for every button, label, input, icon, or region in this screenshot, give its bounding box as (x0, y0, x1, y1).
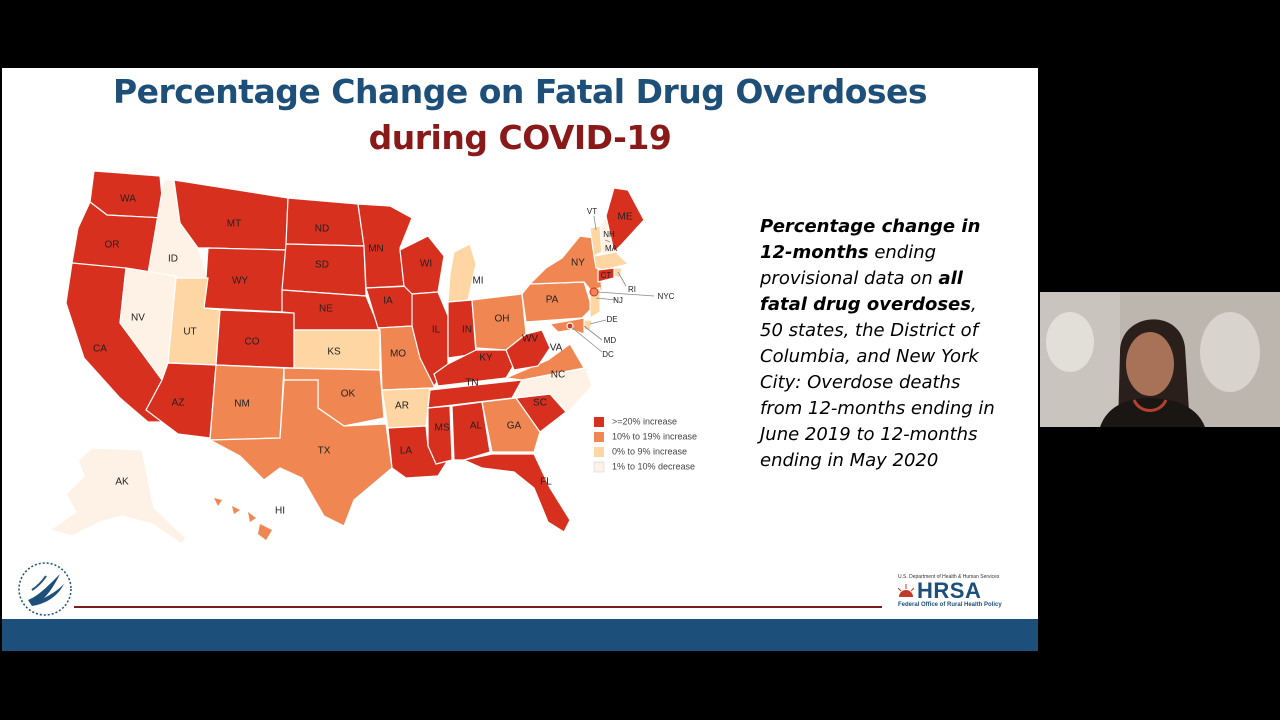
label-MS: MS (435, 423, 450, 434)
hrsa-office: Federal Office of Rural Health Policy (898, 602, 1002, 608)
label-GA: GA (507, 421, 522, 432)
footer-rule (74, 606, 882, 608)
presenter-webcam (1040, 292, 1280, 427)
legend-label-1: >=20% increase (612, 416, 677, 426)
label-MN: MN (368, 244, 384, 255)
hrsa-dept: U.S. Department of Health & Human Servic… (898, 574, 1000, 580)
label-RI: RI (628, 285, 636, 294)
slide-subtitle: during COVID-19 (368, 118, 672, 157)
label-MO: MO (390, 349, 406, 360)
legend-swatch-2 (594, 432, 604, 442)
label-AL: AL (470, 421, 483, 432)
label-KS: KS (327, 347, 341, 358)
state-HI (214, 498, 272, 540)
label-NV: NV (131, 313, 145, 324)
slide: Percentage Change on Fatal Drug Overdose… (2, 68, 1038, 651)
label-ND: ND (315, 224, 329, 235)
state-NYC (589, 287, 599, 297)
label-AR: AR (395, 401, 409, 412)
label-KY: KY (479, 353, 493, 364)
label-NY: NY (571, 258, 585, 269)
label-IN: IN (462, 325, 472, 336)
desc-bold-2: all fatal drug overdoses (760, 268, 971, 315)
state-MS (427, 405, 453, 465)
label-OH: OH (495, 314, 510, 325)
hrsa-logo: U.S. Department of Health & Human Servic… (898, 574, 1008, 608)
label-VA: VA (550, 343, 563, 354)
label-LA: LA (400, 446, 413, 457)
label-IL: IL (432, 325, 441, 336)
label-WV: WV (522, 334, 538, 345)
state-MA (593, 251, 630, 271)
legend-label-3: 0% to 9% increase (612, 446, 687, 456)
state-DE (583, 319, 593, 331)
label-NC: NC (551, 370, 565, 381)
desc-text-2: , 50 states, the District of Columbia, a… (760, 294, 995, 471)
state-LA (387, 425, 449, 479)
legend-swatch-3 (594, 447, 604, 457)
hrsa-sun-icon (898, 584, 914, 597)
label-DE: DE (606, 315, 617, 324)
label-NH: NH (603, 230, 615, 239)
label-TX: TX (318, 446, 331, 457)
state-ND (285, 197, 365, 247)
label-ME: ME (618, 212, 633, 223)
state-AL (451, 401, 491, 461)
label-SD: SD (315, 260, 329, 271)
us-choropleth-map: WA OR CA ID NV MT WY UT AZ CO NM ND SD N… (48, 170, 697, 545)
label-PA: PA (546, 295, 559, 306)
legend-swatch-4 (593, 461, 605, 473)
label-CT: CT (601, 271, 612, 280)
state-VA (503, 343, 585, 381)
label-OK: OK (341, 389, 356, 400)
label-NYC: NYC (658, 292, 675, 301)
label-WY: WY (232, 276, 248, 287)
hrsa-name: HRSA (917, 578, 982, 603)
label-AK: AK (115, 477, 129, 488)
map-legend: >=20% increase 10% to 19% increase 0% to… (593, 416, 697, 473)
state-CT (597, 267, 615, 283)
state-WV (505, 329, 551, 371)
legend-swatch-1 (594, 417, 604, 427)
footer-bar (2, 619, 1038, 651)
label-MA: MA (605, 244, 618, 253)
label-MD: MD (604, 336, 617, 345)
label-MT: MT (227, 219, 241, 230)
desc-text-1: ending provisional data on (760, 242, 939, 289)
hhs-logo (16, 560, 74, 623)
state-NC (513, 367, 593, 413)
label-HI: HI (275, 506, 285, 517)
label-WA: WA (120, 194, 136, 205)
label-UT: UT (183, 327, 196, 338)
label-DC: DC (602, 350, 614, 359)
label-WI: WI (420, 259, 432, 270)
label-NM: NM (234, 399, 250, 410)
label-ID: ID (168, 254, 178, 265)
label-MI: MI (472, 276, 483, 287)
slide-description: Percentage change in 12-months ending pr… (760, 214, 1000, 474)
label-IA: IA (383, 296, 393, 307)
label-CO: CO (245, 337, 260, 348)
label-VT: VT (587, 207, 597, 216)
state-AK (48, 447, 187, 545)
label-FL: FL (540, 477, 552, 488)
legend-label-4: 1% to 10% decrease (612, 461, 695, 471)
label-CA: CA (93, 344, 107, 355)
state-FL (462, 453, 571, 533)
label-TN: TN (465, 378, 478, 389)
label-NE: NE (319, 304, 333, 315)
label-SC: SC (533, 398, 547, 409)
legend-label-2: 10% to 19% increase (612, 431, 697, 441)
label-OR: OR (105, 240, 120, 251)
label-NJ: NJ (613, 296, 623, 305)
state-MI (447, 243, 477, 303)
slide-title: Percentage Change on Fatal Drug Overdose… (112, 72, 928, 111)
desc-bold-1: Percentage change in 12-months (760, 216, 981, 263)
label-AZ: AZ (172, 398, 185, 409)
state-TX (207, 379, 393, 527)
